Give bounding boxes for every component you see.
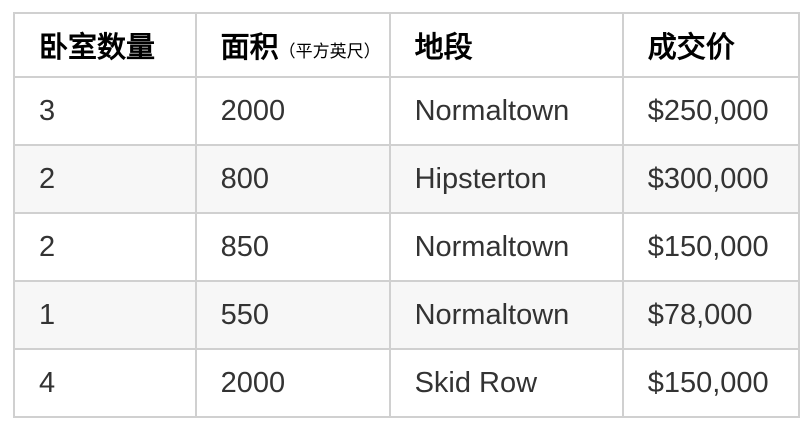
cell-price: $150,000 xyxy=(621,212,800,282)
housing-sales-table-container: 卧室数量 面积（平方英尺） 地段 成交价 3 2000 Normaltown $… xyxy=(13,12,800,418)
header-row: 卧室数量 面积（平方英尺） 地段 成交价 xyxy=(13,12,800,78)
housing-sales-table: 卧室数量 面积（平方英尺） 地段 成交价 3 2000 Normaltown $… xyxy=(13,12,800,418)
cell-area: 850 xyxy=(194,212,391,282)
table-row: 2 850 Normaltown $150,000 xyxy=(13,212,800,282)
cell-location: Normaltown xyxy=(388,212,624,282)
col-header-bedrooms-label: 卧室数量 xyxy=(39,32,156,64)
cell-price: $150,000 xyxy=(621,348,800,418)
col-header-area: 面积（平方英尺） xyxy=(194,12,391,78)
col-header-price-label: 成交价 xyxy=(647,32,735,64)
cell-area: 550 xyxy=(194,280,391,350)
cell-area: 2000 xyxy=(194,76,391,146)
cell-bedrooms: 3 xyxy=(13,76,197,146)
cell-area: 2000 xyxy=(194,348,391,418)
table-row: 1 550 Normaltown $78,000 xyxy=(13,280,800,350)
cell-bedrooms: 2 xyxy=(13,144,197,214)
cell-bedrooms: 1 xyxy=(13,280,197,350)
col-header-area-label: 面积 xyxy=(220,32,279,64)
table-row: 3 2000 Normaltown $250,000 xyxy=(13,76,800,146)
cell-area: 800 xyxy=(194,144,391,214)
cell-price: $250,000 xyxy=(621,76,800,146)
cell-location: Normaltown xyxy=(388,280,624,350)
cell-bedrooms: 2 xyxy=(13,212,197,282)
cell-location: Skid Row xyxy=(388,348,624,418)
table-header: 卧室数量 面积（平方英尺） 地段 成交价 xyxy=(13,12,800,78)
col-header-location-label: 地段 xyxy=(414,32,473,64)
table-row: 2 800 Hipsterton $300,000 xyxy=(13,144,800,214)
table-body: 3 2000 Normaltown $250,000 2 800 Hipster… xyxy=(13,76,800,418)
col-header-price: 成交价 xyxy=(621,12,800,78)
col-header-location: 地段 xyxy=(388,12,624,78)
col-header-area-note: （平方英尺） xyxy=(278,42,381,61)
cell-price: $78,000 xyxy=(621,280,800,350)
col-header-bedrooms: 卧室数量 xyxy=(13,12,197,78)
cell-bedrooms: 4 xyxy=(13,348,197,418)
table-row: 4 2000 Skid Row $150,000 xyxy=(13,348,800,418)
cell-location: Hipsterton xyxy=(388,144,624,214)
cell-location: Normaltown xyxy=(388,76,624,146)
cell-price: $300,000 xyxy=(621,144,800,214)
